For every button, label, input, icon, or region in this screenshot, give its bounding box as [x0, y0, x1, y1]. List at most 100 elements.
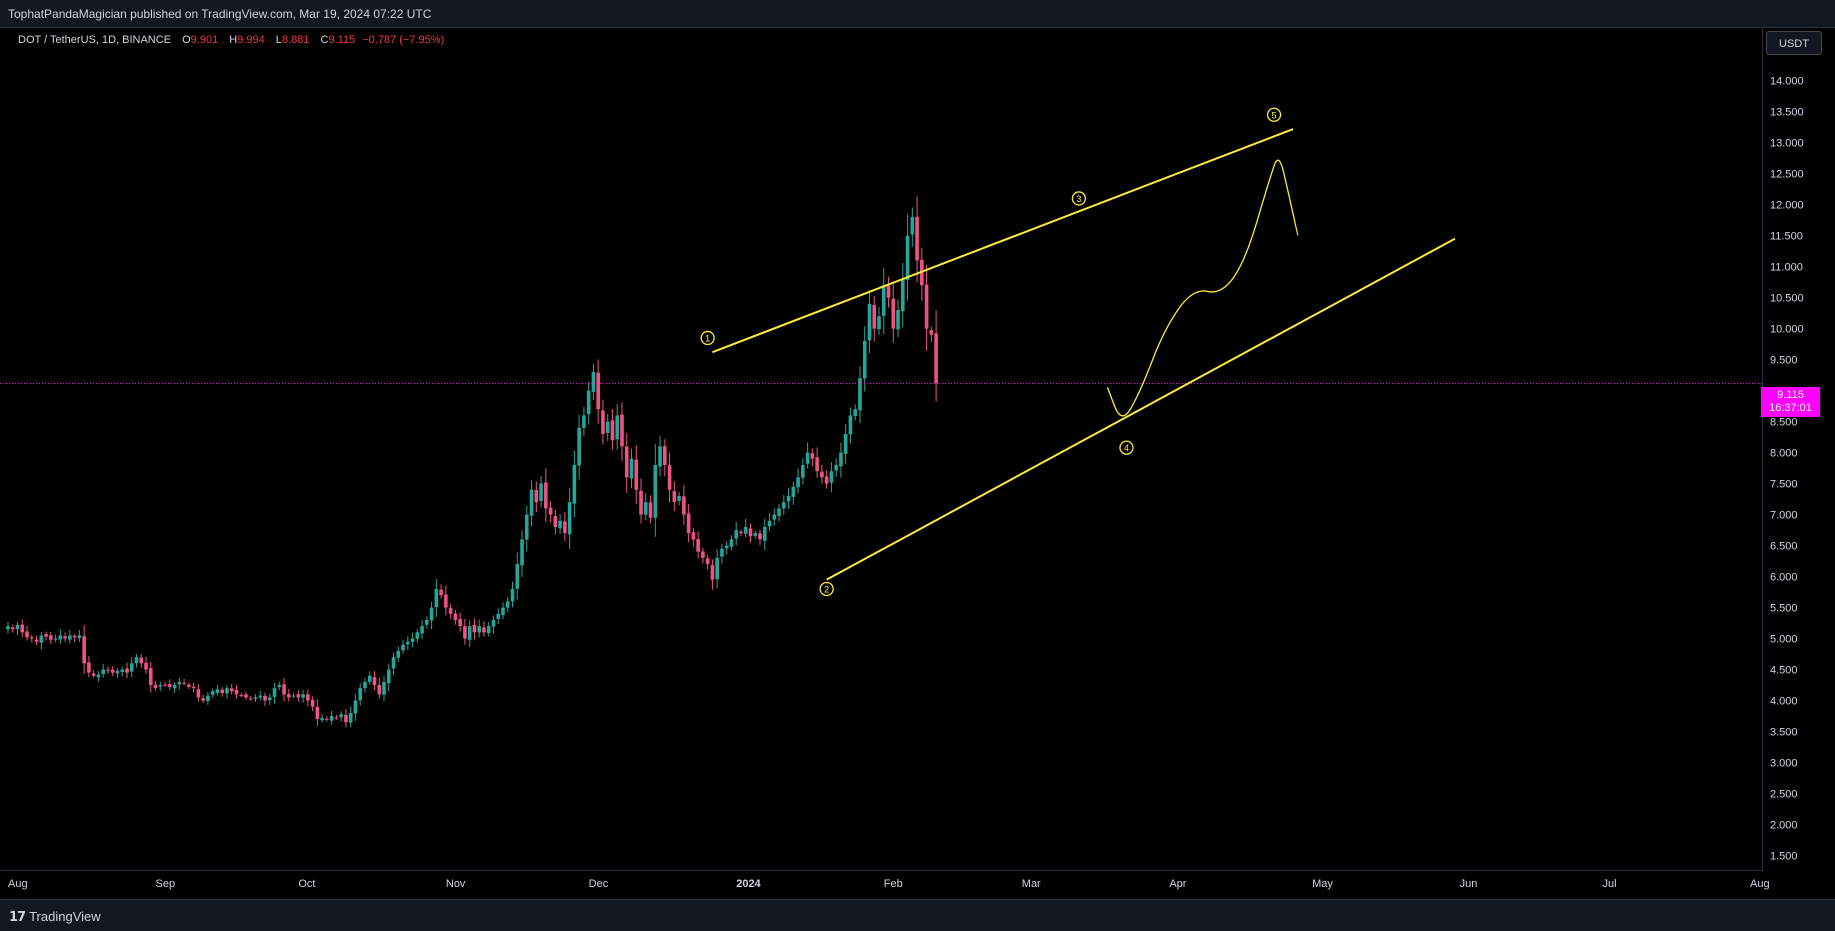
- candle-body: [253, 697, 258, 699]
- candle-body: [524, 514, 529, 540]
- candle: [363, 678, 367, 693]
- candle: [696, 531, 700, 559]
- countdown-value: 16:37:01: [1769, 402, 1812, 414]
- candle: [248, 695, 253, 701]
- candle-body: [377, 684, 382, 695]
- candle-body: [91, 673, 96, 676]
- candle: [325, 716, 329, 722]
- brand-name: TradingView: [29, 909, 101, 924]
- candle-body: [39, 635, 44, 643]
- candle-body: [282, 684, 286, 695]
- candle-body: [663, 446, 667, 465]
- candle: [267, 693, 272, 705]
- time-tick-label: Aug: [1750, 878, 1770, 890]
- footer-bar: 17 TradingView: [0, 899, 1835, 931]
- candle-body: [491, 619, 496, 627]
- candle-body: [210, 691, 215, 695]
- candle-body: [410, 638, 415, 643]
- candle: [106, 666, 110, 674]
- symbol-title[interactable]: DOT / TetherUS, 1D, BINANCE: [18, 34, 172, 46]
- candle-body: [548, 507, 553, 515]
- candle: [777, 504, 781, 522]
- candle: [39, 631, 44, 650]
- open-value: 9.901: [190, 34, 219, 46]
- candle-body: [900, 279, 905, 312]
- wave-label: 1: [700, 330, 715, 346]
- candle-body: [315, 706, 320, 720]
- candle: [444, 585, 448, 616]
- candle-body: [49, 635, 53, 640]
- price-scale-border: [1762, 28, 1763, 871]
- projection-path: [1106, 159, 1299, 417]
- candle: [244, 691, 248, 700]
- candle-body: [125, 668, 129, 673]
- candle: [934, 310, 938, 402]
- candle: [367, 671, 372, 686]
- candle-body: [696, 539, 700, 552]
- candle: [125, 662, 129, 679]
- candle-body: [101, 669, 105, 675]
- candle: [496, 608, 501, 624]
- price-tick-label: 14.000: [1770, 76, 1804, 88]
- candle: [72, 633, 77, 643]
- candle: [129, 657, 134, 678]
- candle-body: [824, 476, 829, 484]
- candle: [491, 615, 496, 634]
- high-label: H: [229, 34, 238, 46]
- candle: [539, 476, 543, 508]
- chart-pane[interactable]: 1 2 3 4 5 1.500 2.000 2.500 3.000 3.500 4.000 4.50…: [0, 28, 1835, 899]
- publisher-text: TophatPandaMagician published on Trading…: [8, 7, 432, 21]
- candle: [886, 276, 891, 308]
- candle-body: [325, 718, 329, 720]
- candle: [567, 487, 572, 549]
- candle-body: [891, 298, 896, 329]
- candle: [601, 399, 605, 445]
- candle: [434, 578, 439, 617]
- candle-body: [472, 624, 477, 633]
- candle: [910, 207, 915, 247]
- tradingview-logo[interactable]: 17 TradingView: [9, 909, 101, 925]
- candle: [915, 196, 919, 283]
- low-value: 8.881: [281, 34, 310, 46]
- candle: [406, 636, 410, 650]
- candle-body: [420, 626, 424, 634]
- candle-body: [391, 657, 396, 669]
- candle-body: [287, 694, 291, 698]
- time-axis[interactable]: Aug Sep Oct Nov Dec 2024 Feb Mar Apr May Jun Jul Aug: [8, 878, 1770, 890]
- candle-body: [762, 526, 767, 541]
- candle: [610, 409, 615, 450]
- open-label: O: [182, 34, 191, 46]
- candle: [905, 214, 910, 301]
- candle: [881, 268, 886, 334]
- candle: [529, 480, 534, 527]
- wave-label: 5: [1266, 107, 1282, 122]
- candle: [486, 621, 491, 637]
- candle: [524, 505, 529, 552]
- candle: [6, 622, 10, 634]
- candle-body: [829, 471, 834, 483]
- candle: [805, 442, 810, 469]
- candle-body: [63, 636, 67, 639]
- candle: [924, 264, 929, 351]
- price-axis[interactable]: 1.500 2.000 2.500 3.000 3.500 4.000 4.500 5.000…: [1770, 45, 1804, 863]
- currency-button[interactable]: USDT: [1766, 31, 1822, 55]
- candle: [382, 676, 386, 701]
- candle-body: [53, 638, 58, 640]
- candle-body: [515, 564, 520, 589]
- candle-body: [810, 453, 815, 459]
- candle: [658, 436, 662, 477]
- candle-body: [720, 548, 724, 557]
- drawings-layer: 1 2 3 4 5: [700, 107, 1456, 597]
- chart-svg[interactable]: 1 2 3 4 5 1.500 2.000 2.500 3.000 3.500 4.000 4.50…: [0, 28, 1835, 899]
- candle: [672, 481, 677, 512]
- wave-label-circle: [1071, 191, 1087, 206]
- candle-body: [848, 415, 853, 435]
- header-bar: TophatPandaMagician published on Trading…: [0, 0, 1835, 28]
- candle: [206, 692, 210, 705]
- wave-label-circle: [819, 581, 834, 597]
- candle: [329, 710, 334, 725]
- candle: [515, 552, 520, 600]
- low-label: L: [275, 34, 282, 46]
- price-tick-label: 13.000: [1770, 138, 1804, 150]
- candle: [734, 521, 739, 546]
